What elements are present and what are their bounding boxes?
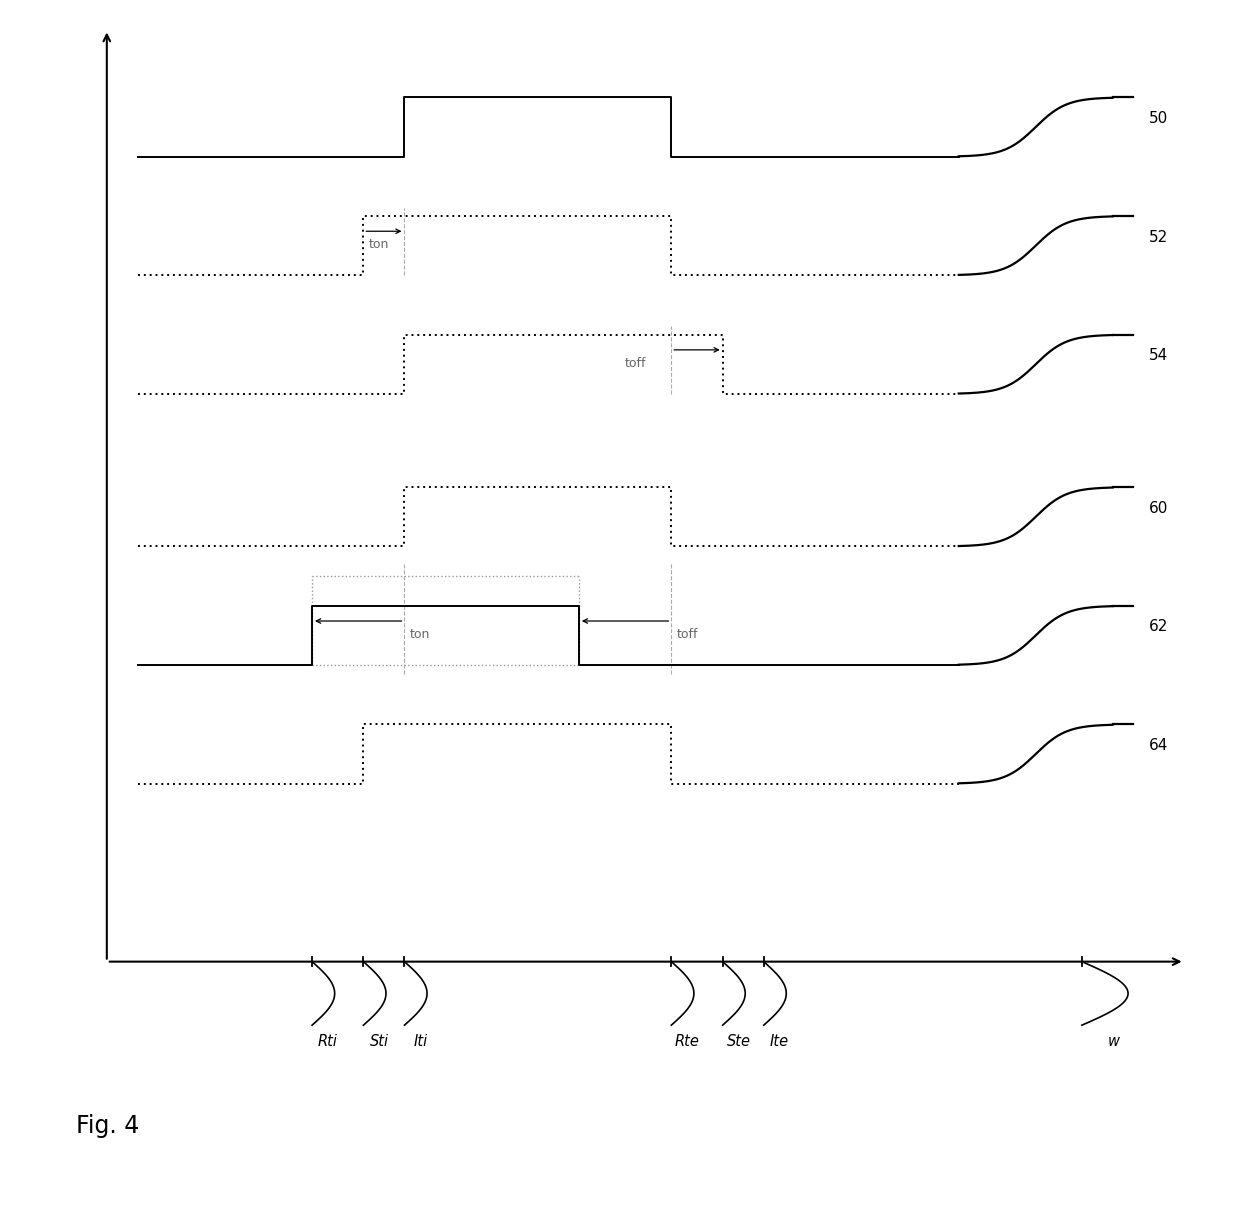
Text: Fig. 4: Fig. 4 — [76, 1114, 139, 1138]
Text: 54: 54 — [1148, 348, 1168, 364]
Text: toff: toff — [677, 628, 698, 641]
Text: ton: ton — [368, 238, 389, 251]
Text: Iti: Iti — [413, 1033, 428, 1049]
Text: 64: 64 — [1148, 738, 1168, 753]
Text: w: w — [1109, 1033, 1120, 1049]
Text: 50: 50 — [1148, 111, 1168, 126]
Text: Ite: Ite — [770, 1033, 789, 1049]
Text: toff: toff — [625, 356, 646, 370]
Text: 52: 52 — [1148, 229, 1168, 245]
Text: ton: ton — [409, 628, 430, 641]
Text: Rte: Rte — [675, 1033, 699, 1049]
Text: 60: 60 — [1148, 501, 1168, 516]
Text: Ste: Ste — [727, 1033, 750, 1049]
Text: Rti: Rti — [317, 1033, 337, 1049]
Text: Sti: Sti — [370, 1033, 389, 1049]
Text: 62: 62 — [1148, 620, 1168, 634]
